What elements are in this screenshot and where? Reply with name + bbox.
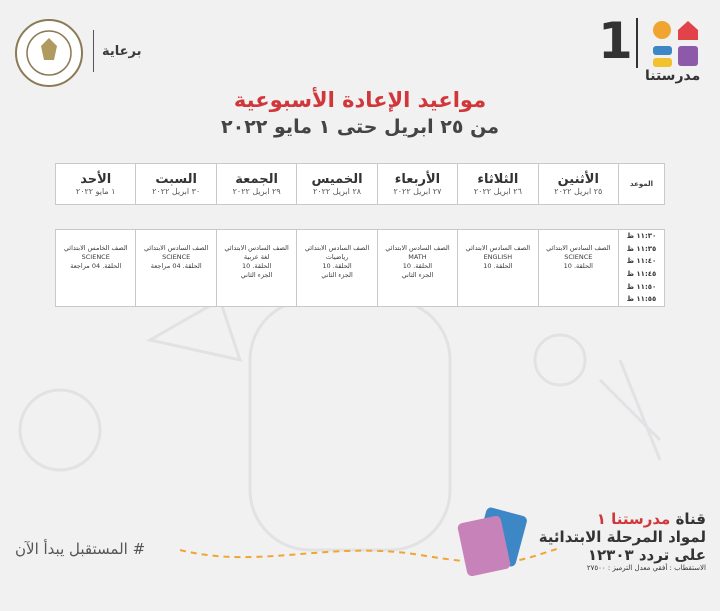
session-line: رياضيات [325,253,349,261]
logo-number: 1 [598,12,633,70]
day-date: ٣٠ ابريل ٢٠٢٢ [152,187,201,196]
session-cell: الصف السادس الابتدائي SCIENCE الحلقة. 04 م… [135,229,217,307]
session-line: الصف السادس الابتدائي [546,244,611,252]
divider [93,30,94,72]
time-header: الموعد [618,163,665,205]
day-name: السبت [155,172,197,187]
day-date: ١ مايو ٢٠٢٢ [75,187,116,196]
time-slot: ١١:٥٥ ظ [626,295,657,304]
session-line: الصف السادس الابتدائي [304,244,370,252]
day-name: الجمعة [235,172,278,187]
logo-divider [636,18,638,68]
day-header: الأربعاء ٢٧ ابريل ٢٠٢٢ [376,163,459,205]
day-header: الأثنين ٢٥ ابريل ٢٠٢٢ [537,163,620,205]
session-line: الصف السادس الابتدائي [143,244,209,252]
session-line: ENGLISH [483,253,513,261]
session-line: MATH [408,253,427,261]
day-name: الأربعاء [394,172,441,187]
time-slot: ١١:٤٥ ظ [626,270,657,278]
sponsor: برعاية [102,44,142,59]
day-date: ٢٩ ابريل ٢٠٢٢ [232,187,281,196]
session-cell: الصف الخامس الابتدائي SCIENCE الحلقة. 04 م… [54,229,137,307]
frequency: على تردد ١٢٣٠٣ [587,546,706,564]
time-slot: ١١:٤٠ ظ [626,257,657,266]
day-date: ٢٦ ابريل ٢٠٢٢ [473,187,522,196]
session-cell: الصف السادس الابتدائي لغة عربية الحلقة. 10… [215,229,298,307]
session-line: الصف الخامس الابتدائي [63,244,128,252]
dashed-line [179,547,561,564]
session-line: الصف السادس الابتدائي [385,244,450,252]
session-line: الصف السادس الابتدائي [224,244,289,252]
session-line: الحلقة. 10 [402,262,433,270]
channel-name: مدرستنا ١ [596,510,671,528]
time-slot: ١١:٣٥ ظ [626,244,657,253]
book-icon [457,507,527,577]
day-name: الثلاثاء [477,172,519,187]
day-name: الأثنين [557,172,599,187]
session-line: SCIENCE [81,253,110,261]
session-cell: الصف السادس الابتدائي SCIENCE الحلقة. 10 [537,229,620,307]
day-header: الخميس ٢٨ ابريل ٢٠٢٢ [296,163,378,205]
session-line: الجزء الثاني [240,271,273,279]
session-cell: الصف السادس الابتدائي رياضيات الحلقة. 10 ال… [296,229,378,307]
day-date: ٢٥ ابريل ٢٠٢٢ [554,187,603,196]
hashtag: # المستقبل يبدأ الآن [15,540,146,558]
session-cell: الصف السادس الابتدائي ENGLISH الحلقة. 10 [457,229,539,307]
day-date: ٢٨ ابريل ٢٠٢٢ [313,187,362,196]
session-line: الحلقة. 04 مراجعة [150,262,202,270]
schedule-body: ١١:٣٠ ظ ١١:٣٥ ظ ١١:٤٠ ظ ١١:٤٥ ظ ١١:٥٠ ظ ١١:٥٥… [54,229,665,307]
session-line: الجزء الثاني [401,271,434,279]
session-line: لغة عربية [243,253,270,261]
session-line: الحلقة. 04 مراجعة [70,262,122,270]
session-line: SCIENCE [564,253,593,261]
subjects: لمواد المرحلة الابتدائية [538,528,706,546]
session-line: SCIENCE [162,253,191,261]
session-line: الحلقة. 10 [483,262,513,270]
ministry-seal [15,19,83,87]
times-cell: ١١:٣٠ ظ ١١:٣٥ ظ ١١:٤٠ ظ ١١:٤٥ ظ ١١:٥٠ ظ ١١:٥٥… [618,229,665,307]
session-line: الجزء الثاني [321,271,353,279]
time-slot: ١١:٥٠ ظ [626,282,657,291]
day-name: الأحد [80,172,112,187]
day-name: الخميس [311,172,363,187]
schedule-header: الموعد الأثنين ٢٥ ابريل ٢٠٢٢ الثلاثاء ٢٦ ابر… [54,163,665,205]
time-slot: ١١:٣٠ ظ [626,232,657,241]
reception-details: الاستقطاب : أفقي معدل الترميز : ٢٧٥٠٠ [586,564,706,572]
day-header: الثلاثاء ٢٦ ابريل ٢٠٢٢ [457,163,539,205]
session-line: الحلقة. 10 [241,262,272,270]
channel-info: قناة مدرستنا ١ لمواد المرحلة الابتدائية … [539,510,706,572]
session-line: الصف السادس الابتدائي [465,244,531,252]
session-line: الحلقة. 10 [563,262,593,270]
session-line: الحلقة. 10 [322,262,352,270]
logo-name: مدرستنا [645,68,701,84]
title: مواعيد الإعادة الأسبوعية [233,88,487,112]
day-header: السبت ٣٠ ابريل ٢٠٢٢ [135,163,217,205]
channel-prefix: قناة [675,510,706,528]
day-header: الأحد ١ مايو ٢٠٢٢ [54,163,137,205]
logo-icon [653,21,698,67]
subtitle: من ٢٥ ابريل حتى ١ مايو ٢٠٢٢ [221,116,499,138]
day-date: ٢٧ ابريل ٢٠٢٢ [393,187,442,196]
day-header: الجمعة ٢٩ ابريل ٢٠٢٢ [215,163,298,205]
session-cell: الصف السادس الابتدائي MATH الحلقة. 10 الجزء… [376,229,459,307]
